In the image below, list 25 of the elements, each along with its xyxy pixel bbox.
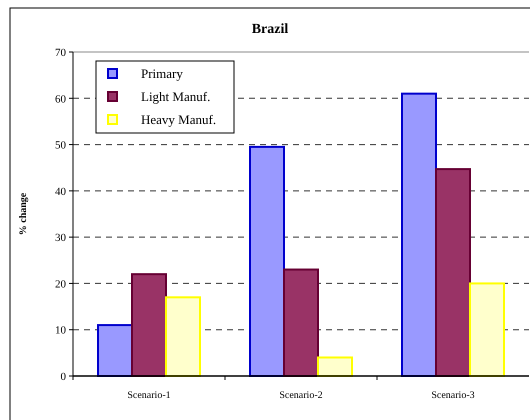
- bar: [435, 168, 471, 377]
- y-tick-label: 10: [55, 324, 66, 337]
- bar: [165, 296, 201, 377]
- x-tick-label: Scenario-3: [431, 390, 475, 401]
- bar: [469, 282, 505, 377]
- y-tick-label: 20: [55, 278, 66, 290]
- y-tick-label: 0: [60, 371, 66, 383]
- y-tick-label: 50: [55, 140, 66, 152]
- x-tick-label: Scenario-2: [279, 390, 323, 401]
- x-tick-label: Scenario-1: [127, 390, 171, 401]
- bar: [401, 92, 437, 377]
- y-tick-label: 60: [55, 93, 66, 106]
- y-tick-label: 70: [55, 47, 66, 59]
- chart-title: Brazil: [252, 22, 288, 37]
- legend-label: Heavy Manuf.: [141, 112, 216, 127]
- bar: [97, 324, 133, 377]
- bar: [131, 273, 167, 377]
- bar: [317, 356, 353, 377]
- legend-label: Primary: [141, 66, 184, 81]
- y-tick-label: 30: [55, 232, 66, 244]
- y-tick-label: 40: [55, 186, 66, 198]
- legend-label: Light Manuf.: [141, 89, 210, 104]
- bar: [283, 268, 319, 377]
- y-axis-title: % change: [18, 192, 29, 236]
- bar: [249, 146, 285, 377]
